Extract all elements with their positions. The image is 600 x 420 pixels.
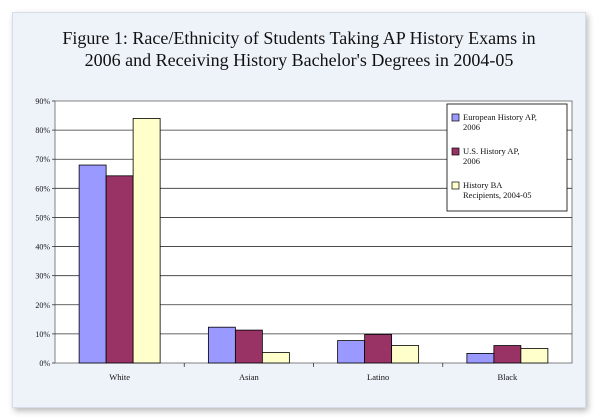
y-tick-label: 40% [35, 243, 50, 252]
y-tick-label: 0% [39, 359, 50, 368]
y-tick-label: 70% [35, 155, 50, 164]
bar-black-series-1 [466, 352, 495, 364]
y-tick-label: 10% [35, 330, 50, 339]
x-category-label: Latino [367, 372, 389, 382]
y-tick-label: 80% [35, 126, 50, 135]
x-category-label: Black [497, 372, 518, 382]
bar-white-series-2 [105, 175, 134, 364]
legend-swatch-3 [451, 181, 460, 190]
bar-latino-series-2 [364, 334, 393, 364]
bar-black-series-3 [520, 348, 549, 364]
chart-title: Figure 1: Race/Ethnicity of Students Tak… [62, 28, 536, 70]
y-tick-label: 30% [35, 272, 50, 281]
legend-label-1: European History AP, 2006 [463, 112, 537, 132]
y-tick-label: 50% [35, 213, 50, 222]
legend-box [446, 103, 568, 212]
bar-latino-series-3 [391, 345, 420, 364]
bar-white-series-1 [78, 164, 107, 364]
y-tick-label: 60% [35, 184, 50, 193]
legend-swatch-2 [451, 147, 460, 156]
legend-label-3: History BA Recipients, 2004-05 [463, 180, 531, 200]
bar-asian-series-1 [207, 326, 236, 364]
x-category-label: Asian [239, 372, 260, 382]
bar-black-series-2 [493, 345, 522, 364]
bar-white-series-3 [132, 118, 161, 364]
x-category-label: White [109, 372, 130, 382]
bar-latino-series-1 [337, 340, 366, 364]
legend-label-2: U.S. History AP, 2006 [463, 146, 519, 166]
legend-swatch-1 [451, 113, 460, 122]
y-tick-label: 20% [35, 301, 50, 310]
y-tick-label: 90% [35, 97, 50, 106]
bar-asian-series-3 [261, 352, 290, 364]
bar-asian-series-2 [234, 329, 263, 364]
